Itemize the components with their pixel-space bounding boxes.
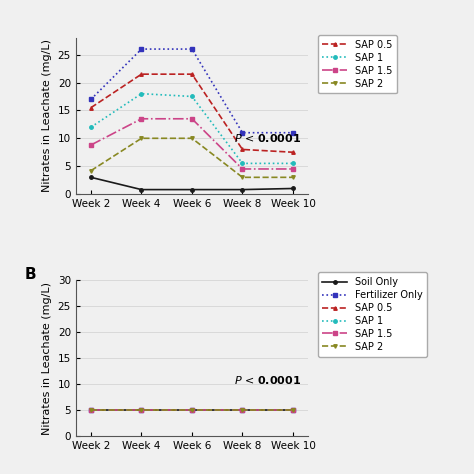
SAP 0.5 (189, 407, 195, 413)
SAP 2 (290, 174, 296, 180)
SAP 2 (240, 407, 246, 413)
Line: SAP 1: SAP 1 (89, 92, 295, 165)
Fertilizer Only (189, 407, 195, 413)
Soil Only (138, 407, 144, 413)
SAP 1 (240, 161, 246, 166)
Line: SAP 1: SAP 1 (89, 408, 295, 411)
SAP 0.5 (240, 146, 246, 152)
Fertilizer Only (290, 407, 296, 413)
SAP 2 (290, 407, 296, 413)
Soil Only (189, 187, 195, 192)
SAP 1.5 (88, 407, 94, 413)
SAP 0.5 (240, 407, 246, 413)
SAP 0.5 (189, 71, 195, 77)
SAP 0.5 (88, 105, 94, 110)
Soil Only (138, 187, 144, 192)
SAP 1.5 (138, 116, 144, 122)
SAP 2 (189, 136, 195, 141)
Line: Fertilizer Only: Fertilizer Only (89, 47, 295, 135)
Soil Only (88, 407, 94, 413)
SAP 2 (88, 168, 94, 173)
SAP 1 (88, 124, 94, 130)
SAP 2 (88, 407, 94, 413)
SAP 1 (138, 407, 144, 412)
SAP 0.5 (88, 407, 94, 413)
Fertilizer Only (138, 407, 144, 413)
SAP 1.5 (138, 407, 144, 413)
SAP 0.5 (290, 149, 296, 155)
SAP 1 (189, 94, 195, 100)
SAP 1 (240, 407, 246, 412)
SAP 0.5 (138, 407, 144, 413)
SAP 1.5 (240, 166, 246, 172)
SAP 1.5 (290, 166, 296, 172)
Text: $P$ < $\mathbf{0.0001}$: $P$ < $\mathbf{0.0001}$ (234, 374, 301, 386)
SAP 1.5 (240, 407, 246, 413)
SAP 1 (88, 407, 94, 412)
Line: SAP 2: SAP 2 (89, 137, 295, 179)
SAP 1.5 (189, 407, 195, 413)
Fertilizer Only (189, 46, 195, 52)
SAP 2 (189, 407, 195, 413)
Fertilizer Only (138, 46, 144, 52)
SAP 1.5 (290, 407, 296, 413)
Soil Only (240, 187, 246, 192)
Legend: SAP 0.5, SAP 1, SAP 1.5, SAP 2: SAP 0.5, SAP 1, SAP 1.5, SAP 2 (318, 35, 397, 93)
SAP 2 (138, 136, 144, 141)
Soil Only (290, 186, 296, 191)
SAP 2 (138, 407, 144, 413)
Fertilizer Only (88, 407, 94, 413)
Line: Fertilizer Only: Fertilizer Only (89, 408, 295, 411)
Y-axis label: Nitrates in Leachate (mg/L): Nitrates in Leachate (mg/L) (42, 282, 52, 435)
SAP 1.5 (189, 116, 195, 122)
SAP 2 (240, 174, 246, 180)
Fertilizer Only (240, 407, 246, 413)
SAP 0.5 (290, 407, 296, 413)
SAP 0.5 (138, 71, 144, 77)
SAP 1 (290, 407, 296, 412)
SAP 1 (189, 407, 195, 412)
Soil Only (88, 174, 94, 180)
Fertilizer Only (290, 130, 296, 136)
SAP 1.5 (88, 142, 94, 148)
SAP 1 (138, 91, 144, 97)
SAP 1 (290, 161, 296, 166)
Line: SAP 0.5: SAP 0.5 (89, 73, 295, 154)
Soil Only (189, 407, 195, 413)
Text: $P$ < $\mathbf{0.0001}$: $P$ < $\mathbf{0.0001}$ (234, 132, 301, 144)
Line: SAP 1.5: SAP 1.5 (89, 117, 295, 171)
Legend: Soil Only, Fertilizer Only, SAP 0.5, SAP 1, SAP 1.5, SAP 2: Soil Only, Fertilizer Only, SAP 0.5, SAP… (318, 272, 427, 356)
Fertilizer Only (88, 96, 94, 102)
Line: SAP 0.5: SAP 0.5 (89, 408, 295, 412)
Fertilizer Only (240, 130, 246, 136)
Line: Soil Only: Soil Only (89, 175, 295, 191)
Line: SAP 1.5: SAP 1.5 (89, 408, 295, 412)
Text: B: B (25, 267, 36, 283)
Line: SAP 2: SAP 2 (89, 408, 295, 412)
Line: Soil Only: Soil Only (89, 408, 295, 412)
Soil Only (290, 407, 296, 413)
Soil Only (240, 407, 246, 413)
Y-axis label: Nitrates in Leachate (mg/L): Nitrates in Leachate (mg/L) (42, 39, 52, 192)
